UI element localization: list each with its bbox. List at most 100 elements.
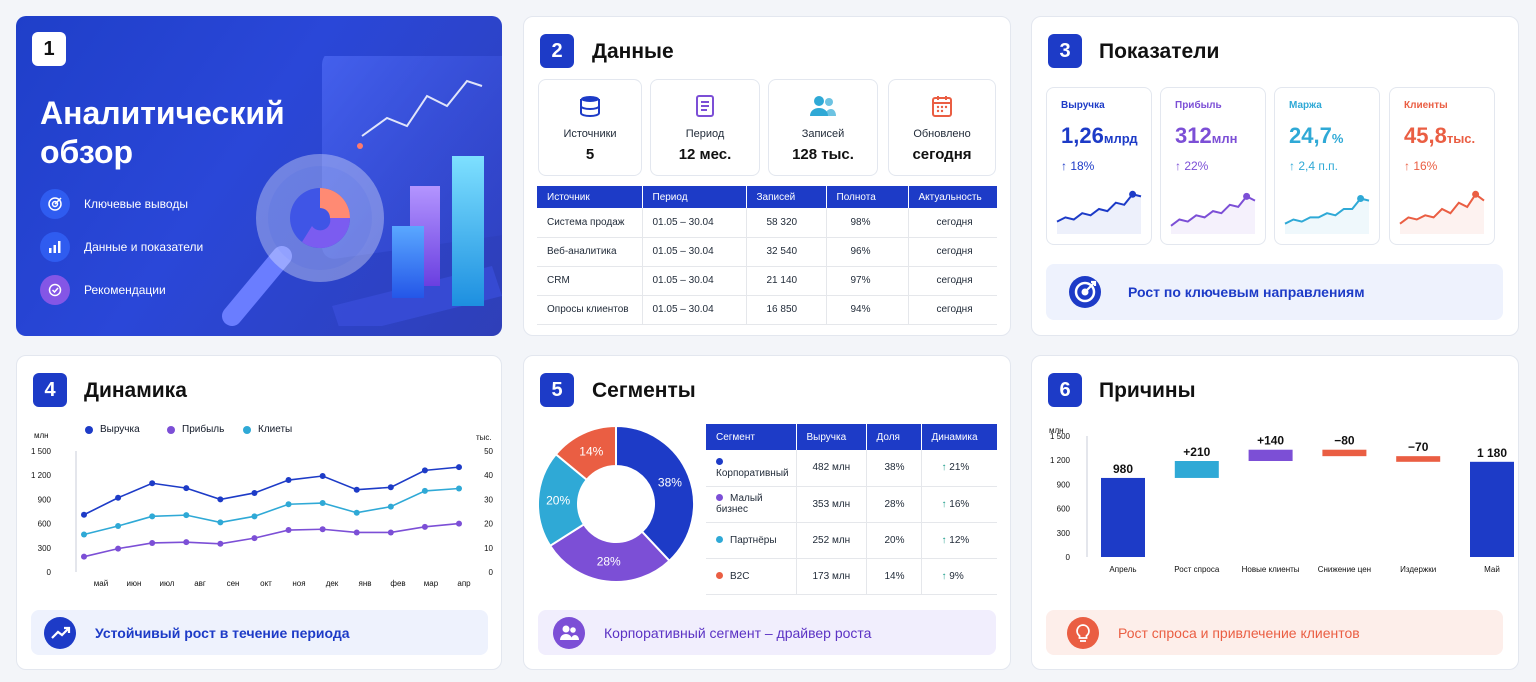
x-tick-label: апр: [457, 579, 471, 588]
overview-item-2[interactable]: Данные и показатели: [40, 232, 203, 262]
y2-tick-label: 0: [489, 568, 494, 577]
x-tick-label: Май: [1484, 565, 1500, 574]
y-tick-label: 0: [1066, 553, 1071, 562]
segment-change: 9%: [949, 570, 964, 582]
kpi-number: 1,26: [1061, 123, 1104, 148]
kpi-unit: млрд: [1103, 131, 1138, 146]
data-point: [217, 496, 224, 503]
arrow-up-icon: ↑: [941, 462, 950, 474]
card-title: Причины: [1099, 379, 1196, 402]
value-label: +210: [1183, 445, 1210, 459]
table-row: Корпоративный 482 млн 38% ↑ 21%: [706, 450, 997, 487]
data-point: [115, 523, 122, 530]
cell: сегодня: [908, 208, 997, 238]
data-point: [456, 520, 462, 527]
data-point: [285, 527, 292, 534]
overview-item-1[interactable]: Ключевые выводы: [40, 189, 188, 219]
overview-item-label: Данные и показатели: [84, 240, 204, 254]
banner-text: Рост спроса и привлечение клиентов: [1118, 624, 1360, 641]
y-tick-label: 1 200: [1050, 456, 1071, 465]
card-number: 3: [1048, 34, 1082, 68]
cell: 482 млн: [796, 450, 867, 487]
donut-chart: 38% 28% 20% 14%: [538, 424, 695, 583]
card-number: 1: [32, 32, 66, 66]
cell: B2C: [706, 558, 797, 595]
y-tick-label: 900: [1057, 480, 1071, 489]
sparkline-marker: [1129, 190, 1137, 198]
cell: 98%: [826, 208, 909, 238]
value-label: +140: [1257, 434, 1284, 448]
card-number: 5: [540, 373, 574, 407]
dynamics-card: 4 Динамика млн тыс. Выручка Прибыль Клие…: [16, 355, 502, 670]
cell: 01.05 – 30.04: [642, 237, 747, 267]
y-tick-label: 300: [38, 544, 52, 553]
cell: 96%: [826, 237, 909, 267]
segments-banner: Корпоративный сегмент – драйвер роста: [538, 610, 996, 655]
target-arrow-icon: [1068, 275, 1102, 309]
users-icon: [809, 94, 837, 118]
segments-table: Сегмент Выручка Доля Динамика Корпоратив…: [706, 424, 997, 595]
sparkline-line: [1056, 193, 1142, 223]
kpi-tile: Выручка 1,26млрд ↑ 18%: [1046, 87, 1152, 245]
kpi-label: Выручка: [1061, 100, 1105, 111]
tile-label: Источники: [563, 128, 617, 140]
kpi-unit: тыс.: [1446, 131, 1476, 146]
col-header: Актуальность: [908, 186, 997, 208]
x-tick-label: авг: [194, 579, 206, 588]
tile-value: 5: [585, 146, 595, 163]
data-point: [149, 480, 156, 487]
cell: Корпоративный: [706, 450, 797, 487]
data-point: [319, 500, 326, 507]
segment-change: 21%: [949, 462, 970, 474]
y2-tick-label: 10: [484, 544, 493, 553]
y-tick-label: 1 500: [1050, 432, 1071, 441]
table-row: Партнёры 252 млн 20% ↑ 12%: [706, 522, 997, 559]
value-label: −70: [1408, 440, 1429, 454]
x-tick-label: Новые клиенты: [1242, 565, 1300, 574]
y2-tick-label: 50: [484, 447, 493, 456]
legend-item: Прибыль: [167, 424, 224, 435]
right-axis-unit: тыс.: [476, 433, 492, 442]
kpi-change: ↑ 2,4 п.п.: [1289, 159, 1339, 173]
line-chart: 0 300 600 900 1 200 1 500 0 10 20 30 40 50 май июн июл…: [31, 447, 494, 588]
data-point: [149, 539, 156, 546]
data-point: [285, 501, 292, 508]
series-line: [83, 487, 460, 536]
overview-title: Аналитический обзор: [40, 95, 285, 170]
overview-item-label: Ключевые выводы: [84, 197, 188, 211]
kpi-change: ↑ 18%: [1061, 159, 1095, 173]
cell: CRM: [537, 266, 643, 296]
tile-label: Период: [685, 128, 725, 140]
value-label: 980: [1113, 462, 1133, 476]
arrow-up-icon: ↑: [941, 570, 950, 582]
cell: 01.05 – 30.04: [642, 295, 747, 325]
cell: 94%: [826, 295, 909, 325]
kpi-unit: %: [1331, 131, 1344, 146]
col-header: Сегмент: [706, 424, 797, 450]
data-point: [353, 529, 360, 536]
series-line: [83, 466, 460, 516]
cell: 21 140: [746, 266, 827, 296]
card-title: Динамика: [84, 379, 187, 402]
calendar-icon: [930, 94, 954, 118]
data-point: [421, 523, 428, 530]
kpi-change: ↑ 16%: [1404, 159, 1438, 173]
overview-item-3[interactable]: Рекомендации: [40, 275, 166, 305]
legend-label: Клиеты: [258, 424, 293, 435]
x-tick-label: сен: [227, 579, 240, 588]
data-point: [251, 489, 258, 496]
x-tick-label: янв: [359, 579, 372, 588]
data-point: [319, 473, 326, 480]
segment-change: 12%: [949, 534, 970, 546]
slice-label: 28%: [597, 555, 621, 569]
card-title: Данные: [592, 40, 674, 63]
data-point: [353, 509, 360, 516]
data-point: [217, 519, 224, 526]
x-tick-label: Апрель: [1109, 565, 1136, 574]
cell: 32 540: [746, 237, 827, 267]
cell: 20%: [866, 522, 922, 559]
cell: Партнёры: [706, 522, 797, 559]
segment-dot: [716, 571, 723, 579]
trending-up-icon: [43, 616, 77, 650]
kpi-tile: Маржа 24,7% ↑ 2,4 п.п.: [1274, 87, 1380, 245]
